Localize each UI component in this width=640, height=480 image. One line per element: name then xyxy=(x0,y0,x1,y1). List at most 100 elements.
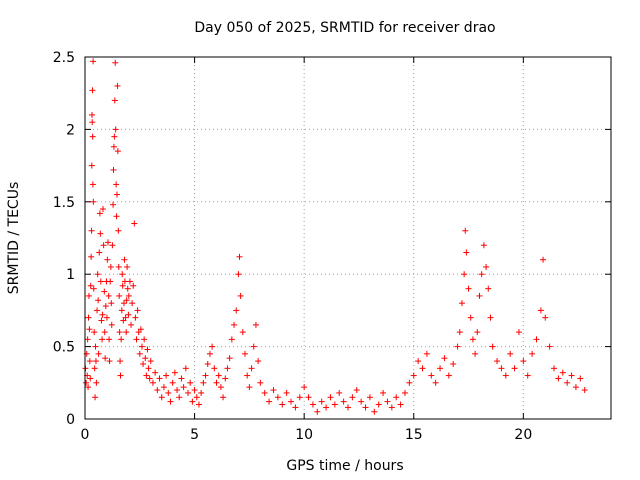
data-point xyxy=(380,389,387,396)
data-point xyxy=(235,271,242,278)
data-point xyxy=(84,336,91,343)
data-point xyxy=(483,263,490,270)
data-point xyxy=(96,249,103,256)
data-point xyxy=(388,404,395,411)
data-point xyxy=(498,365,505,372)
data-point xyxy=(577,375,584,382)
data-point xyxy=(119,282,126,289)
data-point xyxy=(101,288,108,295)
data-point xyxy=(233,307,240,314)
data-point xyxy=(533,336,540,343)
data-point xyxy=(472,350,479,357)
data-point xyxy=(331,401,338,408)
data-point xyxy=(131,220,138,227)
data-point xyxy=(134,307,141,314)
x-tick-label: 15 xyxy=(405,427,423,443)
data-point xyxy=(107,263,114,270)
data-point xyxy=(401,389,408,396)
data-point xyxy=(524,372,531,379)
data-point xyxy=(146,375,153,382)
data-point xyxy=(87,375,94,382)
data-point xyxy=(100,242,107,249)
data-point xyxy=(537,307,544,314)
data-point xyxy=(130,282,137,289)
data-point xyxy=(111,97,118,104)
data-point xyxy=(165,389,172,396)
data-point xyxy=(564,379,571,386)
data-point xyxy=(220,394,227,401)
data-point xyxy=(236,253,243,260)
data-point xyxy=(200,379,207,386)
data-point xyxy=(476,292,483,299)
data-point xyxy=(95,350,102,357)
data-point xyxy=(89,87,96,94)
data-point xyxy=(110,143,117,150)
x-tick-label: 20 xyxy=(514,427,532,443)
data-point xyxy=(211,365,218,372)
data-point xyxy=(349,394,356,401)
data-point xyxy=(261,389,268,396)
data-point xyxy=(125,311,132,318)
data-point xyxy=(152,369,159,376)
y-tick-label: 2.5 xyxy=(53,50,75,66)
data-point xyxy=(283,389,290,396)
data-point xyxy=(568,372,575,379)
data-point xyxy=(169,379,176,386)
data-point xyxy=(467,314,474,321)
data-point xyxy=(119,271,126,278)
data-point xyxy=(213,379,220,386)
y-axis-title: SRMTID / TECUs xyxy=(6,182,22,295)
data-point xyxy=(309,401,316,408)
data-point xyxy=(102,303,109,310)
data-point xyxy=(126,278,133,285)
data-point xyxy=(327,394,334,401)
y-tick-label: 1 xyxy=(66,267,75,283)
data-point xyxy=(437,365,444,372)
data-point xyxy=(117,358,124,365)
data-point xyxy=(480,242,487,249)
data-point xyxy=(551,365,558,372)
data-point xyxy=(160,384,167,391)
data-point xyxy=(91,329,98,336)
y-tick-label: 0 xyxy=(66,412,75,428)
data-point xyxy=(248,365,255,372)
data-point xyxy=(458,300,465,307)
plot-frame xyxy=(84,56,612,420)
data-point xyxy=(158,394,165,401)
data-point xyxy=(94,307,101,314)
data-point xyxy=(469,336,476,343)
data-point xyxy=(393,394,400,401)
data-point xyxy=(410,372,417,379)
data-point xyxy=(215,372,222,379)
data-point xyxy=(529,350,536,357)
data-point xyxy=(474,329,481,336)
data-point xyxy=(124,263,131,270)
data-point xyxy=(246,384,253,391)
data-point xyxy=(204,360,211,367)
chart-title: Day 050 of 2025, SRMTID for receiver dra… xyxy=(194,20,495,36)
data-point xyxy=(345,404,351,411)
data-point xyxy=(581,387,588,394)
data-point xyxy=(85,292,92,299)
data-point xyxy=(113,191,120,198)
data-point xyxy=(118,307,125,314)
data-point xyxy=(252,321,259,328)
data-point xyxy=(423,350,430,357)
data-point xyxy=(154,387,161,394)
data-point xyxy=(224,365,231,372)
data-point xyxy=(206,350,213,357)
data-point xyxy=(371,408,378,415)
data-point xyxy=(489,343,496,350)
data-point xyxy=(217,384,224,391)
data-point xyxy=(182,365,189,372)
data-point xyxy=(270,387,277,394)
data-point xyxy=(88,253,95,260)
data-point xyxy=(110,201,117,208)
data-point xyxy=(174,387,181,394)
data-point xyxy=(318,398,325,405)
data-point xyxy=(128,321,135,328)
data-point xyxy=(266,398,273,405)
data-point xyxy=(226,355,233,362)
data-point xyxy=(237,292,244,299)
data-point xyxy=(520,358,527,365)
